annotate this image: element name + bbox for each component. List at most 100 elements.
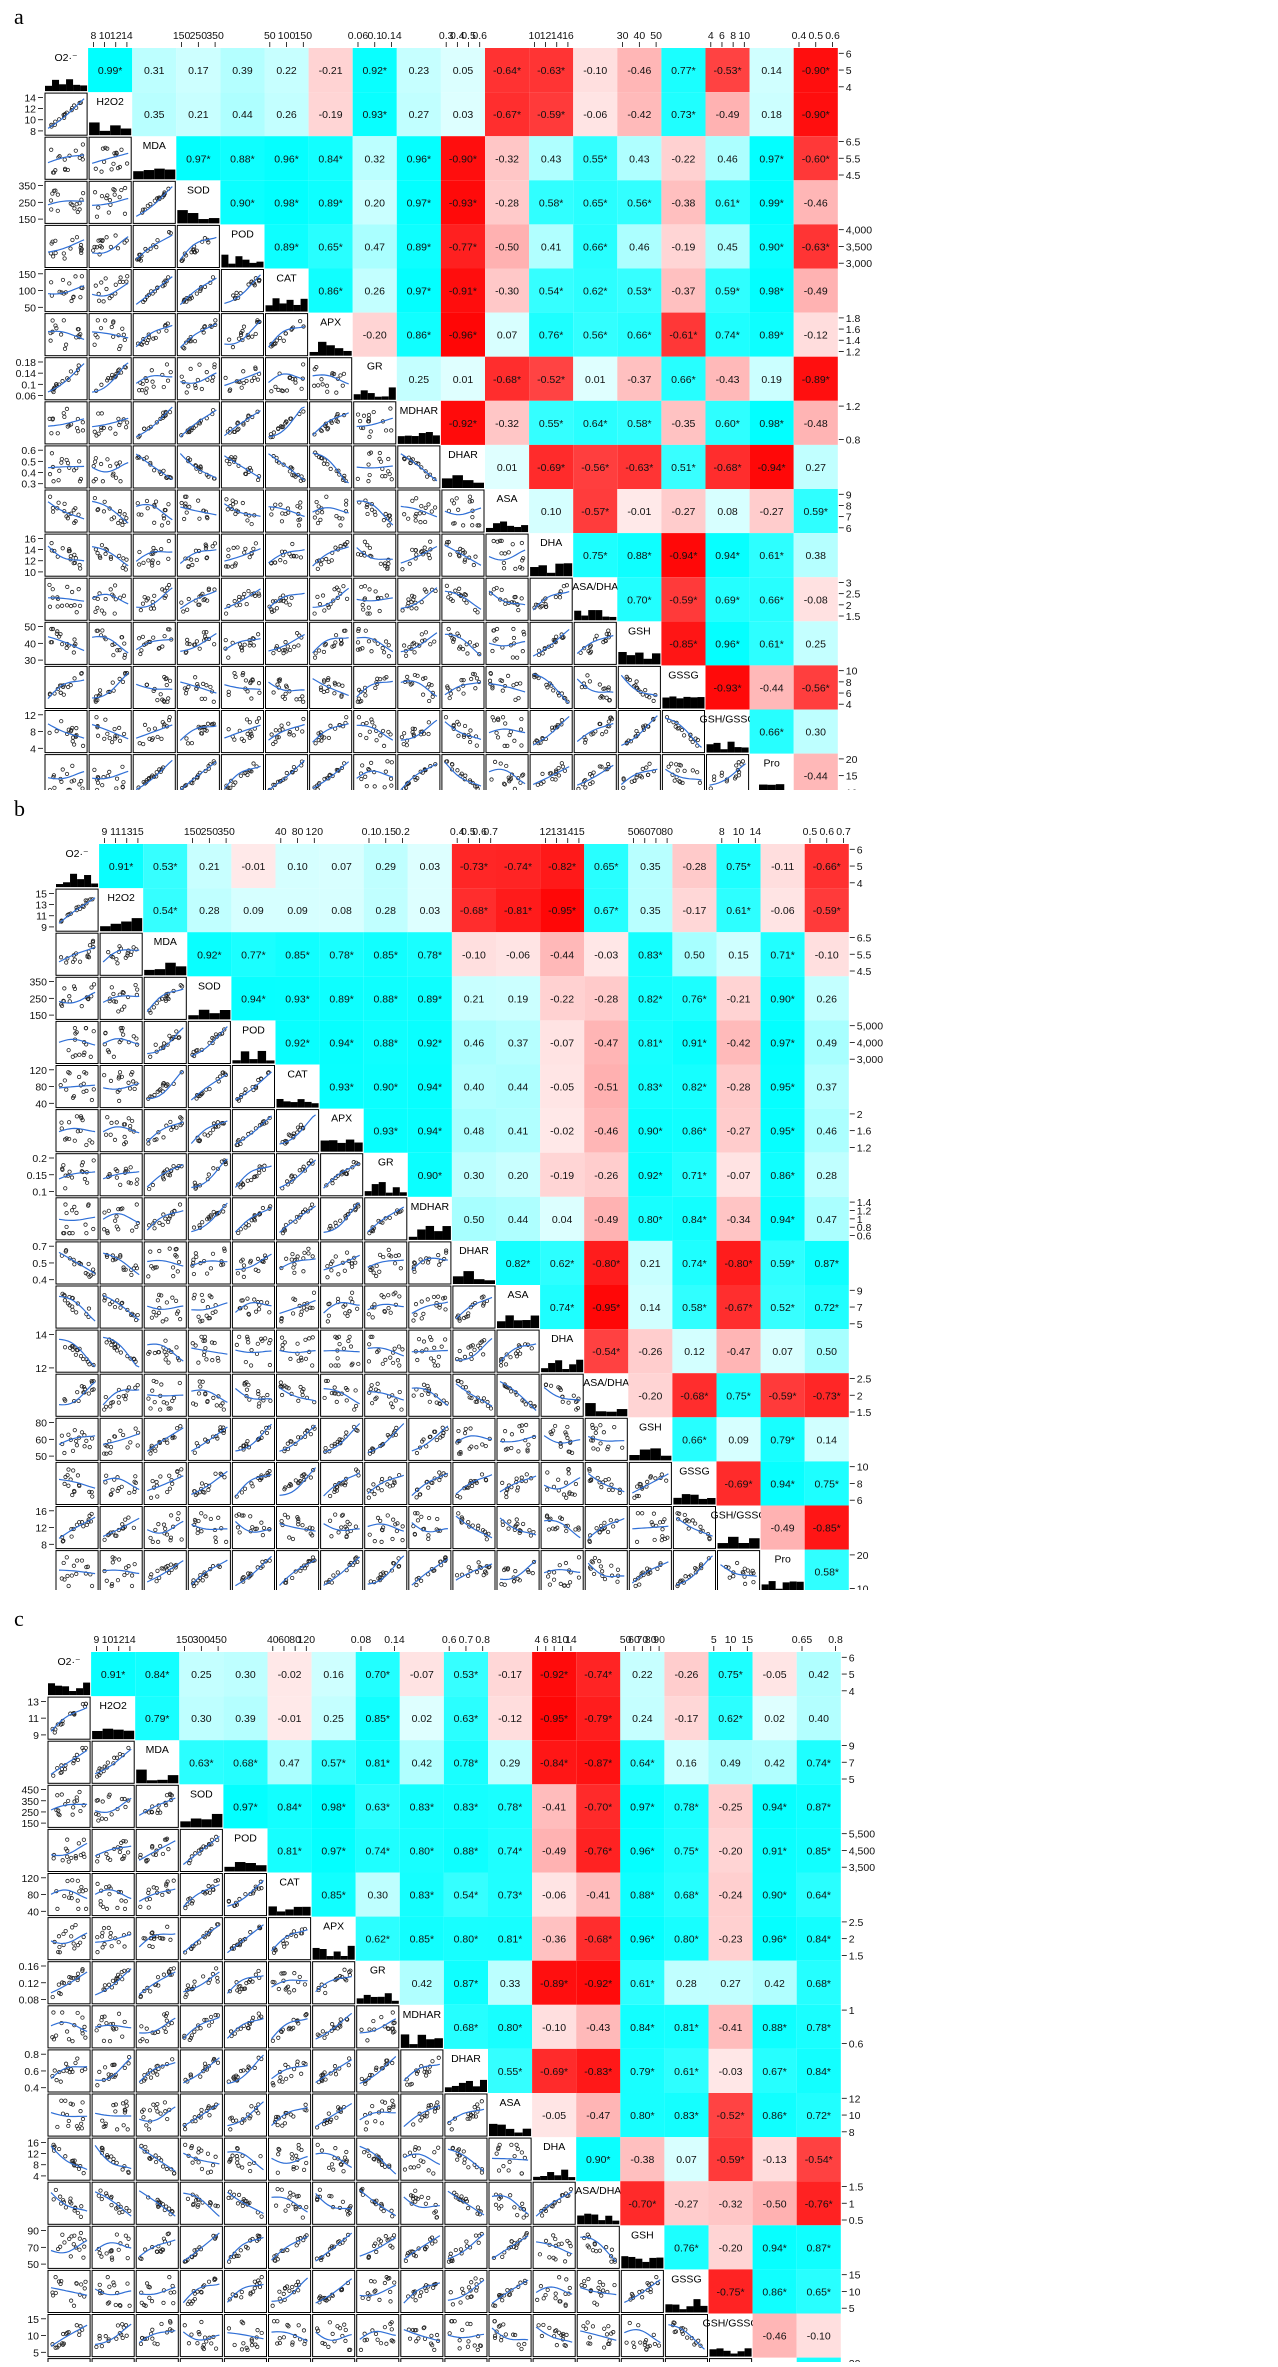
scatter-cell — [232, 1198, 274, 1240]
correlation-value: -0.10 — [583, 65, 607, 77]
correlation-value: 0.67* — [594, 905, 619, 917]
scatter-cell — [89, 314, 131, 356]
scatter-cell — [321, 1242, 363, 1284]
histogram-bar — [66, 79, 73, 91]
correlation-value: 0.72* — [814, 1302, 839, 1314]
histogram-bar — [473, 483, 484, 488]
correlation-value: 0.89* — [759, 330, 784, 342]
correlation-value: 0.37 — [508, 1037, 529, 1049]
variable-label: H2O2 — [96, 96, 124, 108]
correlation-value: 0.59* — [715, 286, 740, 298]
correlation-value: 0.89* — [274, 241, 299, 253]
histogram-bar — [434, 1231, 442, 1240]
histogram-bar — [310, 352, 318, 356]
correlation-value: 0.04 — [552, 1214, 573, 1226]
histogram-bar — [398, 436, 405, 444]
variable-label: SOD — [187, 184, 210, 196]
histogram-bar — [198, 219, 209, 223]
scatter-cell — [310, 358, 352, 400]
scatter-cell — [133, 314, 175, 356]
histogram-bar — [368, 393, 375, 400]
correlation-value: -0.59* — [813, 905, 841, 917]
correlation-value: -0.35 — [671, 418, 695, 430]
correlation-value: 0.73* — [671, 109, 696, 121]
tick-label: 3,500 — [846, 241, 872, 253]
histogram-bar — [627, 655, 635, 664]
correlation-value: 0.38 — [806, 550, 827, 562]
histogram-bar — [486, 528, 493, 532]
tick-label: 10 — [24, 567, 36, 579]
histogram-bar — [199, 1010, 210, 1020]
scatter-cell — [354, 578, 396, 620]
correlation-value: -0.59* — [537, 109, 565, 121]
correlation-value: 0.90* — [638, 1126, 663, 1138]
correlation-value: 0.90* — [230, 197, 255, 209]
correlation-value: -0.77* — [449, 241, 477, 253]
tick-label: 1.2 — [846, 346, 861, 358]
histogram-bar — [337, 1143, 345, 1152]
scatter-cell — [232, 1242, 274, 1284]
correlation-value: 0.98* — [759, 418, 784, 430]
histogram-bar — [393, 1187, 400, 1196]
histogram-bar — [555, 564, 563, 577]
scatter-cell — [618, 755, 660, 790]
variable-label: ASA — [508, 1289, 529, 1301]
correlation-value: 0.31 — [144, 65, 165, 77]
variable-label: CAT — [287, 1069, 308, 1081]
scatter-cell — [310, 711, 352, 753]
correlation-value: 0.47 — [817, 1214, 838, 1226]
histogram-bar — [581, 616, 588, 621]
variable-label: CAT — [276, 273, 297, 285]
histogram-bar — [714, 743, 721, 753]
scatter-cell — [133, 622, 175, 664]
correlation-value: 0.23 — [409, 65, 430, 77]
tick-label: 14 — [551, 30, 563, 42]
correlation-value: 0.95* — [770, 1082, 795, 1094]
correlation-value: -0.81* — [504, 905, 532, 917]
histogram-bar — [644, 659, 652, 665]
histogram-bar — [321, 1141, 329, 1152]
histogram-bar — [735, 747, 742, 752]
histogram-bar — [287, 300, 294, 312]
histogram-bar — [547, 573, 555, 576]
correlation-value: 0.82* — [506, 1258, 531, 1270]
variable-label: O2·⁻ — [55, 52, 79, 64]
tick-label: 0.8 — [846, 435, 861, 447]
tick-label: 8 — [730, 30, 736, 42]
correlation-value: 0.92* — [362, 65, 387, 77]
correlation-value: -0.47 — [594, 1037, 618, 1049]
correlation-value: 0.37 — [817, 1082, 838, 1094]
histogram-bar — [442, 1226, 450, 1240]
histogram-bar — [361, 390, 368, 399]
correlation-value: -0.20 — [363, 330, 387, 342]
correlation-value: 0.43 — [541, 153, 562, 165]
correlation-value: 0.22 — [276, 65, 297, 77]
correlation-value: -0.10 — [462, 949, 486, 961]
scatter-cell — [530, 622, 572, 664]
scatter-cell — [530, 578, 572, 620]
tick-label: 0.6 — [825, 30, 840, 42]
correlation-value: 0.76* — [682, 993, 707, 1005]
correlation-value: 0.84* — [318, 153, 343, 165]
tick-label: 50 — [650, 30, 662, 42]
correlation-value: 0.89* — [329, 993, 354, 1005]
correlation-value: 0.60* — [715, 418, 740, 430]
histogram-bar — [280, 303, 287, 311]
correlation-value: 0.65* — [318, 241, 343, 253]
histogram-bar — [235, 256, 242, 267]
correlation-value: 0.86* — [770, 1170, 795, 1182]
tick-label: 5.5 — [846, 153, 861, 165]
correlation-value: -0.43 — [716, 374, 740, 386]
correlation-value: -0.68* — [460, 905, 488, 917]
scatter-cell — [221, 666, 263, 708]
correlation-value: 0.90* — [770, 993, 795, 1005]
correlation-value: 0.08 — [717, 506, 738, 518]
histogram-bar — [412, 436, 419, 444]
tick-label: 16 — [562, 30, 574, 42]
histogram-bar — [121, 129, 132, 136]
correlation-value: 0.74* — [682, 1258, 707, 1270]
correlation-value: 0.61* — [759, 550, 784, 562]
histogram-bar — [258, 1051, 266, 1064]
